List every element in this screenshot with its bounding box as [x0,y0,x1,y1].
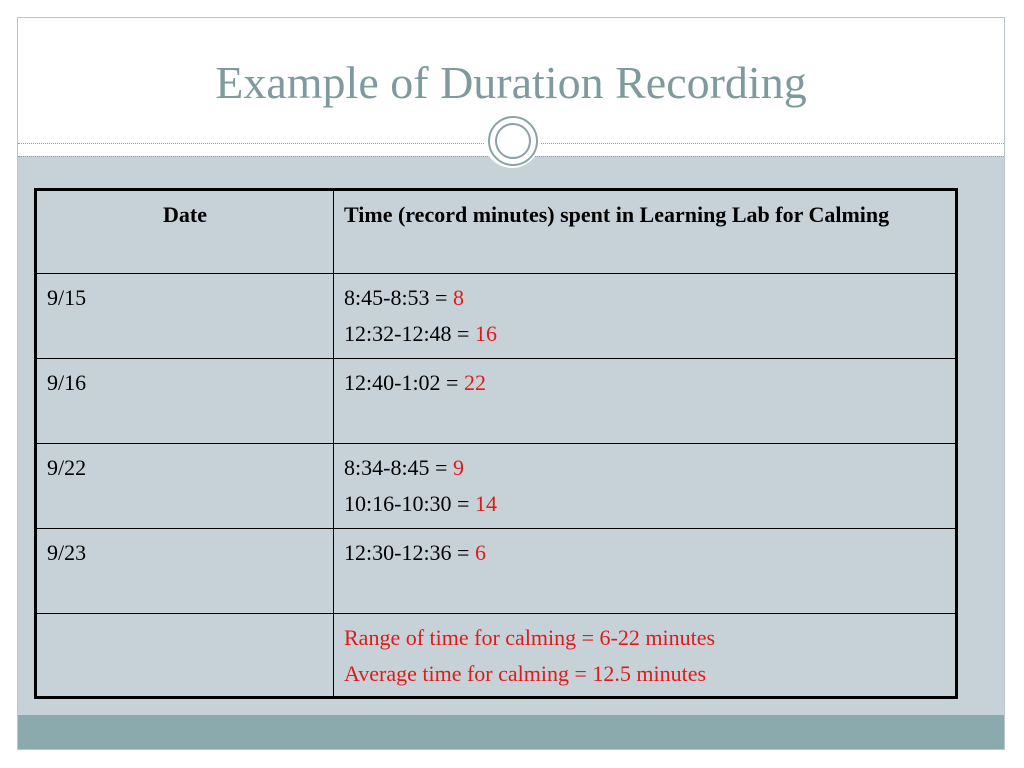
time-column-header: Time (record minutes) spent in Learning … [333,189,957,274]
time-entry: 10:16-10:30 = 14 [344,489,945,525]
time-entry: 12:40-1:02 = 22 [344,368,945,404]
time-cell: 12:40-1:02 = 22 [333,358,957,444]
minutes-value: 14 [474,491,497,516]
summary-cell: Range of time for calming = 6-22 minutes… [333,613,957,698]
time-cell: 8:45-8:53 = 8 12:32-12:48 = 16 [333,273,957,359]
table-row: 9/16 12:40-1:02 = 22 [35,358,957,444]
summary-date-cell [35,613,334,698]
date-cell: 9/15 [35,273,334,359]
minutes-value: 8 [452,285,464,310]
date-cell: 9/22 [35,443,334,529]
minutes-value: 22 [463,370,486,395]
date-column-header: Date [35,189,334,274]
time-cell: 12:30-12:36 = 6 [333,528,957,614]
table-header-row: Date Time (record minutes) spent in Lear… [35,189,957,274]
range-summary: Range of time for calming = 6-22 minutes [344,625,716,650]
time-range: 12:40-1:02 = [344,370,464,395]
duration-table: Date Time (record minutes) spent in Lear… [34,188,958,699]
average-summary: Average time for calming = 12.5 minutes [344,661,707,686]
date-cell: 9/16 [35,358,334,444]
time-range: 8:34-8:45 = [344,455,453,480]
time-range: 12:32-12:48 = [344,321,475,346]
minutes-value: 6 [474,540,486,565]
time-range: 10:16-10:30 = [344,491,475,516]
footer-bar [18,715,1004,749]
table-row: 9/23 12:30-12:36 = 6 [35,528,957,614]
slide: Example of Duration Recording Date Time … [17,17,1005,750]
time-entry: 12:30-12:36 = 6 [344,538,945,574]
time-entry: 12:32-12:48 = 16 [344,319,945,355]
time-range: 8:45-8:53 = [344,285,453,310]
minutes-value: 16 [474,321,497,346]
time-cell: 8:34-8:45 = 9 10:16-10:30 = 14 [333,443,957,529]
table-row: 9/22 8:34-8:45 = 9 10:16-10:30 = 14 [35,443,957,529]
summary-row: Range of time for calming = 6-22 minutes… [35,613,957,698]
time-range: 12:30-12:36 = [344,540,475,565]
table-row: 9/15 8:45-8:53 = 8 12:32-12:48 = 16 [35,273,957,359]
circle-ornament-icon [484,112,540,168]
date-cell: 9/23 [35,528,334,614]
minutes-value: 9 [452,455,464,480]
slide-title: Example of Duration Recording [215,57,807,108]
time-entry: 8:34-8:45 = 9 [344,453,945,489]
time-entry: 8:45-8:53 = 8 [344,283,945,319]
